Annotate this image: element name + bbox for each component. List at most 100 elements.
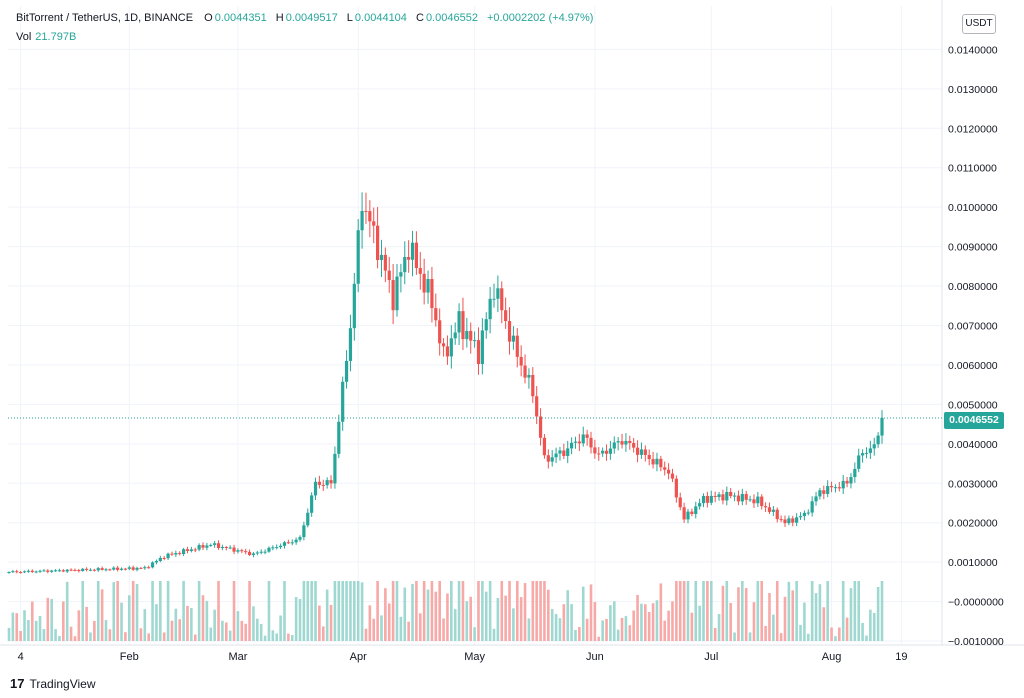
candle-body bbox=[116, 567, 120, 570]
volume-bar bbox=[368, 605, 372, 641]
x-tick-label: Apr bbox=[350, 651, 367, 663]
candle-body bbox=[441, 343, 446, 347]
candle-body bbox=[798, 516, 803, 518]
volume-bar bbox=[174, 608, 178, 641]
candle-body bbox=[748, 499, 752, 501]
volume-bar bbox=[450, 581, 453, 641]
candle-body bbox=[26, 570, 30, 572]
candle-body bbox=[760, 496, 764, 507]
candle-body bbox=[236, 550, 240, 552]
volume-bar bbox=[360, 582, 364, 641]
volume-bar bbox=[500, 581, 504, 641]
volume-bar bbox=[58, 636, 61, 641]
volume-bar bbox=[143, 609, 147, 641]
candle-body bbox=[263, 551, 267, 553]
volume-bar bbox=[321, 626, 325, 641]
volume-bar bbox=[519, 597, 523, 641]
volume-bar bbox=[248, 581, 251, 641]
candle-body bbox=[519, 356, 523, 366]
volume-bar bbox=[865, 635, 868, 641]
volume-bar bbox=[857, 581, 861, 641]
candle-body bbox=[570, 442, 574, 449]
volume-bar bbox=[279, 615, 282, 641]
candle-body bbox=[216, 543, 221, 548]
volume-bar bbox=[104, 620, 108, 641]
candle-body bbox=[356, 230, 360, 284]
volume-bar bbox=[294, 597, 298, 641]
volume-bar bbox=[578, 627, 581, 641]
y-tick-label: 0.0010000 bbox=[948, 557, 998, 569]
candle-body bbox=[418, 268, 422, 274]
candle-body bbox=[143, 567, 147, 569]
volume-bar bbox=[585, 618, 589, 641]
volume-bar bbox=[543, 581, 546, 641]
candle-body bbox=[286, 542, 290, 544]
candle-body bbox=[88, 569, 93, 571]
volume-bar bbox=[469, 596, 473, 641]
y-tick-label: 0.0110000 bbox=[948, 163, 997, 175]
volume-bar bbox=[364, 628, 368, 641]
candle-body bbox=[333, 453, 337, 484]
candle-body bbox=[313, 481, 318, 496]
volume-bar bbox=[647, 612, 651, 641]
volume-bar bbox=[709, 581, 713, 641]
volume-bar bbox=[675, 581, 678, 641]
y-tick-label: 0.0030000 bbox=[948, 478, 998, 490]
candle-body bbox=[53, 570, 58, 572]
candle-body bbox=[19, 572, 23, 574]
candle-body bbox=[771, 509, 775, 512]
volume-bar bbox=[678, 581, 682, 641]
candle-body bbox=[620, 441, 624, 445]
volume-bar bbox=[651, 603, 655, 641]
volume-bar bbox=[11, 612, 15, 641]
volume-bar bbox=[783, 596, 787, 641]
candle-body bbox=[861, 453, 865, 456]
candle-body bbox=[131, 567, 135, 570]
volume-bar bbox=[162, 632, 166, 641]
candle-body bbox=[635, 447, 640, 455]
y-tick-label: 0.0080000 bbox=[948, 281, 998, 293]
candle-body bbox=[531, 374, 535, 397]
volume-bar bbox=[535, 581, 538, 641]
currency-button[interactable]: USDT bbox=[962, 14, 996, 34]
volume-bar bbox=[838, 627, 841, 641]
candle-body bbox=[597, 453, 601, 455]
volume-bar bbox=[7, 627, 11, 641]
volume-bar bbox=[30, 601, 34, 641]
candle-body bbox=[744, 493, 748, 500]
candle-body bbox=[787, 518, 791, 524]
candle-body bbox=[457, 311, 461, 333]
candle-body bbox=[38, 570, 42, 572]
candle-body bbox=[779, 519, 783, 521]
candle-body bbox=[829, 486, 834, 488]
volume-bar bbox=[147, 633, 150, 641]
candle-body bbox=[663, 467, 667, 470]
candle-body bbox=[523, 365, 527, 378]
tradingview-brand[interactable]: 17 TradingView bbox=[10, 676, 96, 691]
volume-bar bbox=[418, 613, 422, 641]
candle-body bbox=[154, 561, 159, 563]
volume-bar bbox=[325, 589, 329, 641]
volume-bar bbox=[663, 620, 667, 641]
volume-bar bbox=[399, 616, 403, 641]
symbol-label[interactable]: BitTorrent / TetherUS, 1D, BINANCE bbox=[16, 12, 194, 24]
candle-body bbox=[764, 506, 768, 508]
volume-bar bbox=[217, 581, 220, 641]
candle-body bbox=[379, 254, 384, 261]
candle-body bbox=[511, 335, 515, 342]
y-tick-label: 0.0090000 bbox=[948, 242, 998, 254]
candle-body bbox=[608, 448, 612, 454]
x-tick-label: Mar bbox=[228, 651, 247, 663]
volume-bar bbox=[415, 581, 418, 641]
candle-body bbox=[430, 279, 434, 309]
volume-bar bbox=[236, 611, 240, 641]
change-value: +0.0002202 (+4.97%) bbox=[487, 12, 594, 24]
volume-bar bbox=[515, 581, 519, 641]
candle-body bbox=[639, 449, 644, 455]
volume-bar bbox=[139, 628, 143, 641]
candle-body bbox=[480, 330, 484, 364]
candle-body bbox=[372, 221, 376, 226]
y-tick-label: −0.0010000 bbox=[948, 636, 1004, 648]
volume-bar bbox=[100, 589, 104, 641]
